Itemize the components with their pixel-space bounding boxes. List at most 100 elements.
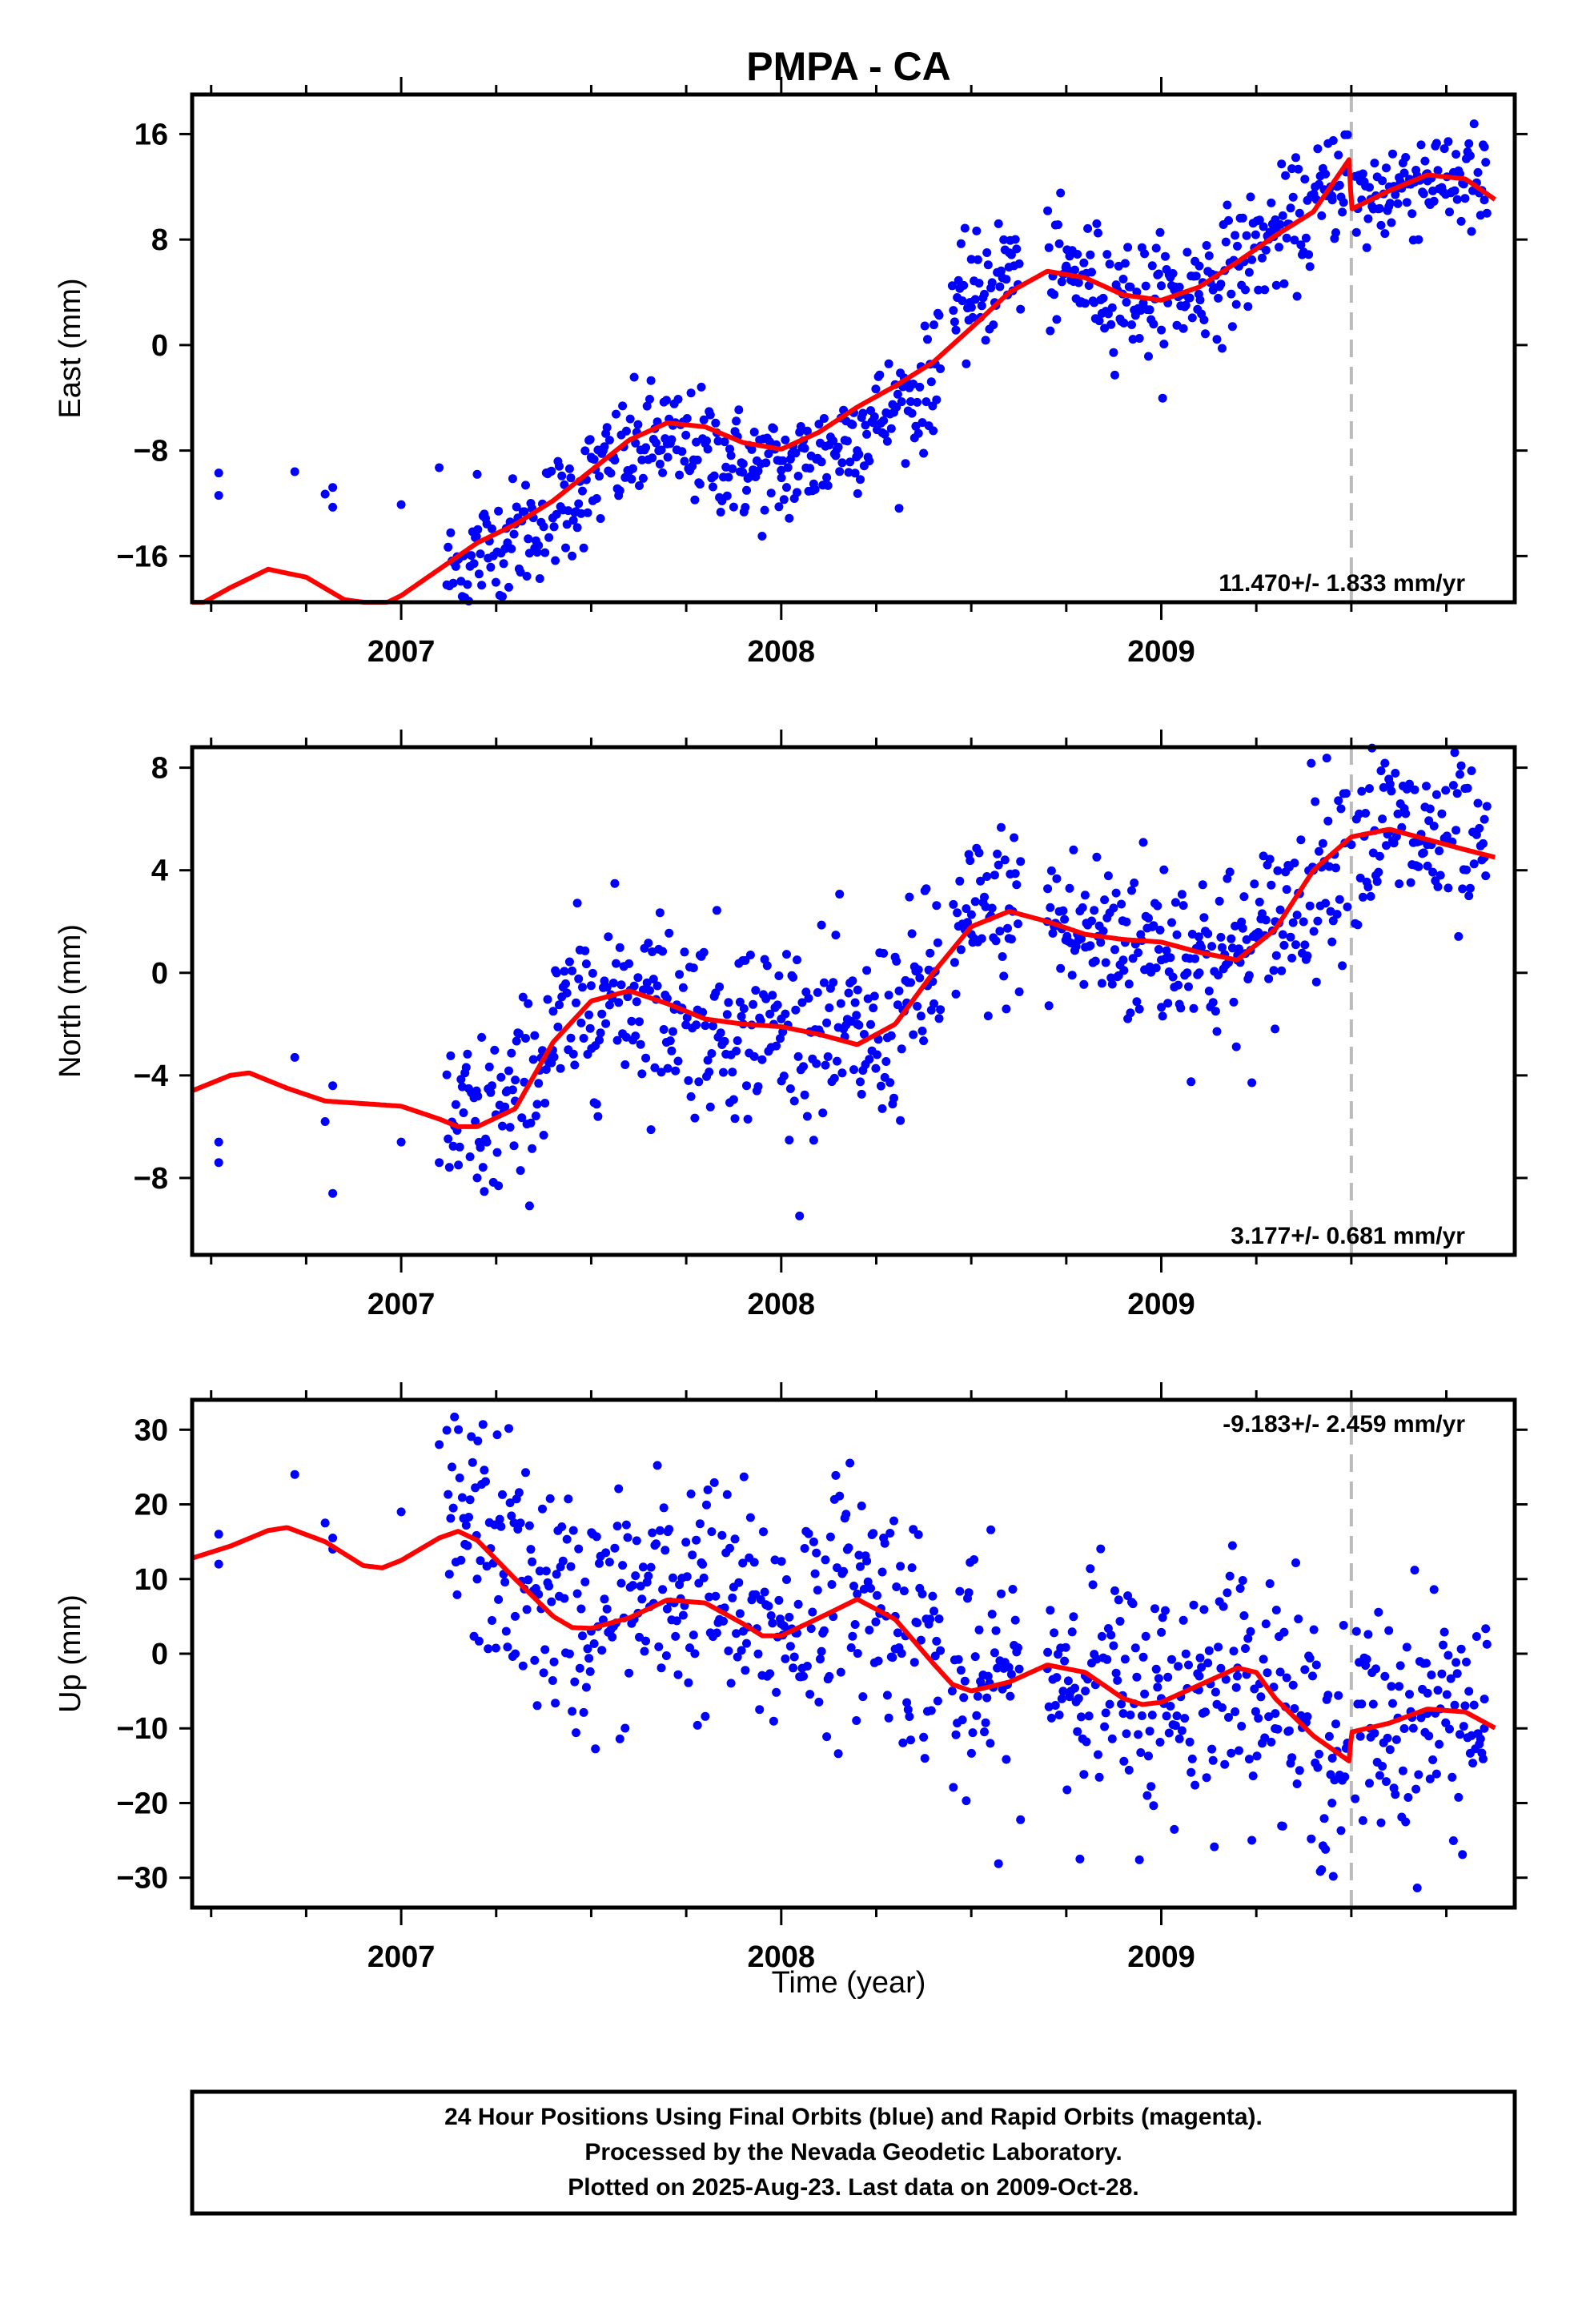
data-point (1311, 797, 1320, 806)
data-point (896, 1116, 905, 1125)
data-point (574, 499, 584, 509)
data-point (568, 1049, 578, 1059)
data-point (819, 978, 829, 987)
data-point (819, 1626, 829, 1635)
data-point (1480, 1723, 1489, 1733)
data-point (1231, 1042, 1241, 1051)
data-point (615, 1734, 624, 1743)
data-point (556, 1063, 565, 1073)
data-point (1225, 1571, 1235, 1581)
data-point (442, 1070, 452, 1080)
data-point (761, 458, 771, 468)
data-point (1087, 916, 1096, 926)
data-point (1054, 220, 1062, 230)
data-point (552, 968, 561, 978)
data-point (552, 509, 561, 519)
data-point (627, 1016, 636, 1026)
data-point (972, 1711, 982, 1720)
data-point (1336, 1826, 1346, 1835)
data-point (809, 1537, 818, 1546)
data-point (1134, 948, 1143, 958)
data-point (1044, 1001, 1054, 1011)
data-point (724, 472, 733, 482)
data-point (1186, 1767, 1196, 1777)
data-point (892, 402, 901, 412)
data-point (1010, 833, 1019, 842)
data-point (328, 1534, 338, 1542)
data-point (320, 1518, 330, 1528)
data-point (1376, 1818, 1386, 1827)
data-point (829, 978, 838, 987)
data-point (1069, 845, 1078, 854)
data-point (1275, 905, 1285, 915)
data-point (1207, 1744, 1217, 1754)
data-point (1428, 1755, 1438, 1764)
caption-line-3: Plotted on 2025-Aug-23. Last data on 200… (568, 2174, 1139, 2201)
data-point (1078, 903, 1087, 912)
data-point (1255, 215, 1264, 225)
data-point (986, 1739, 995, 1748)
data-point (320, 489, 330, 499)
data-point (632, 1536, 641, 1546)
data-point (825, 1532, 835, 1542)
data-point (608, 1632, 617, 1642)
data-point (833, 1749, 843, 1759)
data-point (936, 1005, 946, 1015)
data-point (805, 464, 815, 473)
data-point (1010, 1615, 1020, 1625)
data-point (722, 491, 732, 501)
data-point (579, 1034, 588, 1043)
data-point (823, 1052, 833, 1061)
data-point (638, 473, 648, 483)
data-point (722, 1010, 732, 1019)
data-point (541, 1566, 551, 1576)
data-point (1351, 1626, 1361, 1636)
data-point (793, 472, 803, 480)
data-point (579, 1707, 588, 1717)
data-point (633, 420, 643, 429)
data-point (1410, 1566, 1419, 1575)
data-point (588, 968, 597, 978)
data-point (1414, 235, 1423, 244)
data-point (902, 1698, 912, 1707)
data-point (524, 1575, 533, 1585)
data-point (1046, 326, 1055, 336)
data-point (1128, 1599, 1138, 1609)
data-point (1343, 130, 1352, 139)
data-point (1450, 748, 1460, 758)
data-point (570, 1677, 580, 1687)
data-point (472, 469, 482, 479)
data-point (836, 1667, 845, 1677)
data-point (949, 1783, 958, 1792)
data-point (1136, 306, 1146, 316)
data-point (1164, 1728, 1174, 1738)
data-point (290, 1052, 299, 1062)
data-point (1287, 953, 1297, 963)
data-point (641, 1053, 651, 1063)
data-point (1482, 208, 1492, 218)
data-point (621, 1520, 631, 1530)
data-point (1014, 987, 1024, 996)
data-point (616, 1578, 626, 1588)
data-point (735, 997, 745, 1007)
data-point (818, 1108, 828, 1118)
data-point (1202, 241, 1211, 250)
data-point (753, 1082, 763, 1092)
data-point (612, 409, 620, 419)
data-point (1429, 822, 1439, 830)
data-point (455, 1142, 464, 1152)
data-point (1079, 1770, 1089, 1779)
data-point (1000, 855, 1010, 865)
data-point (564, 1494, 573, 1504)
data-point (214, 1530, 223, 1539)
data-point (568, 516, 578, 525)
data-point (728, 1068, 737, 1077)
data-point (1425, 1774, 1435, 1783)
data-point (1177, 1726, 1186, 1735)
data-point (1157, 281, 1166, 291)
data-point (1154, 269, 1163, 279)
data-point (1134, 1855, 1144, 1864)
data-point (802, 1662, 812, 1671)
data-point (981, 336, 990, 345)
data-point (667, 1046, 677, 1055)
